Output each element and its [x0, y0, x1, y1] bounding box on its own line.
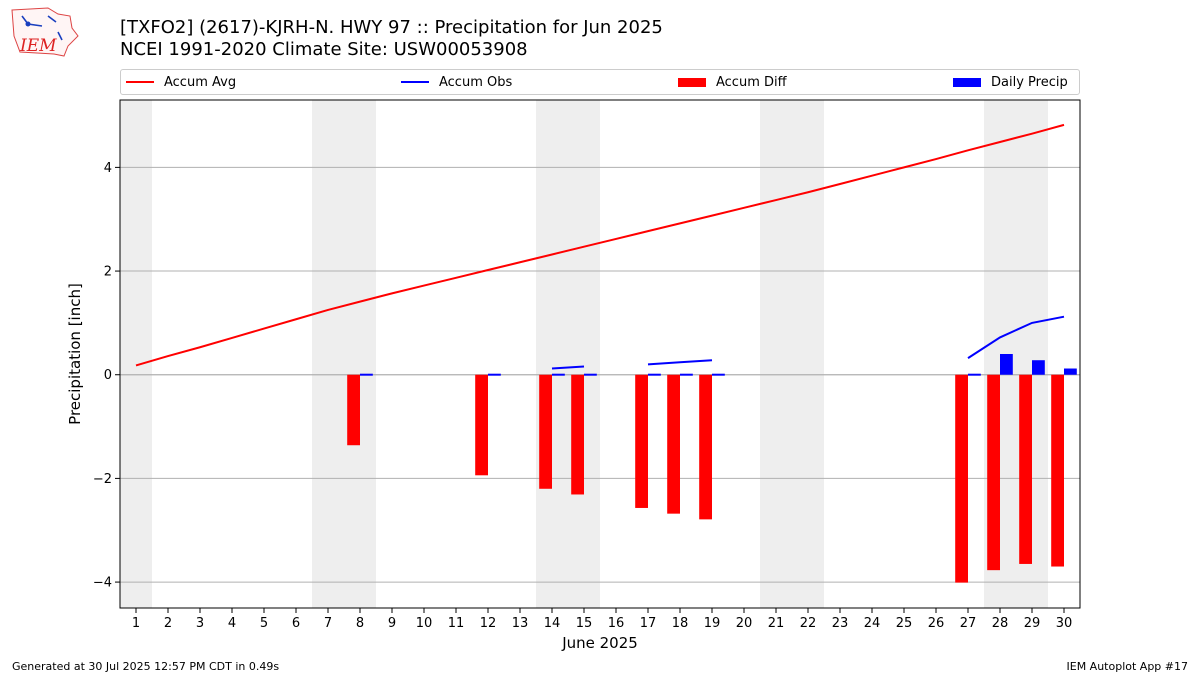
x-tick-label: 15	[576, 616, 593, 631]
x-tick-label: 2	[164, 616, 172, 631]
legend-swatch-accum-obs	[401, 81, 429, 83]
accum-diff-bar	[1019, 374, 1032, 564]
accum-diff-bar	[539, 374, 552, 489]
x-tick-label: 10	[416, 616, 433, 631]
x-tick-label: 16	[608, 616, 625, 631]
weekend-band	[760, 100, 824, 608]
x-tick-label: 24	[864, 616, 881, 631]
chart-title: [TXFO2] (2617)-KJRH-N. HWY 97 :: Precipi…	[120, 17, 663, 38]
accum-diff-bar	[635, 374, 648, 508]
weekend-band	[312, 100, 376, 608]
y-tick-label: −4	[93, 576, 112, 591]
daily-precip-bar	[360, 373, 373, 376]
x-tick-label: 4	[228, 616, 236, 631]
accum-obs-line	[551, 365, 585, 370]
y-tick-label: 0	[104, 368, 112, 383]
accum-diff-bar	[571, 374, 584, 495]
x-tick-label: 7	[324, 616, 332, 631]
chart-subtitle: NCEI 1991-2020 Climate Site: USW00053908	[120, 39, 528, 60]
app-id: IEM Autoplot App #17	[1066, 660, 1189, 673]
x-tick-label: 29	[1024, 616, 1041, 631]
x-tick-label: 5	[260, 616, 268, 631]
daily-precip-bar	[584, 373, 597, 376]
daily-precip-bar	[680, 373, 693, 376]
x-tick-label: 26	[928, 616, 945, 631]
weekend-band	[984, 100, 1048, 608]
daily-precip-bar	[552, 373, 565, 376]
y-tick-label: 4	[104, 161, 112, 176]
legend-swatch-accum-avg	[126, 81, 154, 83]
logo-text: IEM	[19, 36, 57, 56]
accum-obs-line	[647, 359, 713, 366]
x-tick-label: 25	[896, 616, 913, 631]
x-tick-label: 13	[512, 616, 529, 631]
x-tick-label: 19	[704, 616, 721, 631]
x-tick-label: 3	[196, 616, 204, 631]
x-tick-label: 11	[448, 616, 465, 631]
x-tick-label: 28	[992, 616, 1009, 631]
accum-avg-line	[135, 123, 1065, 367]
y-tick-label: −2	[93, 472, 112, 487]
weekend-band	[536, 100, 600, 608]
iem-logo: IEM	[11, 7, 79, 57]
daily-precip-bar	[1000, 354, 1013, 375]
legend-item-daily-precip: Daily Precip	[953, 70, 1068, 94]
legend-item-accum-obs: Accum Obs	[401, 70, 512, 94]
chart-legend: Accum Avg Accum Obs Accum Diff Daily Pre…	[120, 69, 1080, 95]
x-tick-label: 22	[800, 616, 817, 631]
legend-item-accum-diff: Accum Diff	[678, 70, 787, 94]
x-tick-label: 9	[388, 616, 396, 631]
x-tick-label: 30	[1056, 616, 1073, 631]
daily-precip-bar	[1032, 360, 1045, 375]
x-tick-label: 17	[640, 616, 657, 631]
y-axis-label: Precipitation [inch]	[66, 283, 84, 425]
legend-label-accum-avg: Accum Avg	[164, 74, 237, 90]
x-tick-label: 6	[292, 616, 300, 631]
x-tick-label: 18	[672, 616, 689, 631]
plot-frame	[119, 99, 1081, 609]
x-tick-label: 27	[960, 616, 977, 631]
x-tick-label: 21	[768, 616, 785, 631]
daily-precip-bar	[488, 373, 501, 376]
accum-diff-bar	[699, 374, 712, 520]
legend-label-accum-obs: Accum Obs	[439, 74, 513, 90]
accum-diff-bar	[987, 374, 1000, 571]
accum-obs-line	[967, 315, 1065, 359]
x-tick-label: 12	[480, 616, 497, 631]
x-tick-label: 8	[356, 616, 364, 631]
x-tick-label: 14	[544, 616, 561, 631]
daily-precip-bar	[712, 373, 725, 376]
accum-diff-bar	[667, 374, 680, 514]
daily-precip-bar	[968, 373, 981, 376]
weekend-band	[120, 100, 152, 608]
accum-diff-bar	[955, 374, 968, 583]
accum-diff-bar	[1051, 374, 1064, 567]
x-tick-label: 1	[132, 616, 140, 631]
x-tick-label: 23	[832, 616, 849, 631]
x-axis-label: June 2025	[562, 634, 638, 652]
x-tick-label: 20	[736, 616, 753, 631]
legend-swatch-daily-precip	[953, 77, 981, 87]
generated-timestamp: Generated at 30 Jul 2025 12:57 PM CDT in…	[12, 660, 280, 673]
daily-precip-bar	[1064, 368, 1077, 375]
legend-label-daily-precip: Daily Precip	[991, 74, 1068, 90]
accum-diff-bar	[475, 374, 488, 476]
accum-diff-bar	[347, 374, 360, 446]
legend-label-accum-diff: Accum Diff	[716, 74, 787, 90]
y-tick-label: 2	[104, 265, 112, 280]
legend-swatch-accum-diff	[678, 77, 706, 87]
daily-precip-bar	[648, 373, 661, 376]
legend-item-accum-avg: Accum Avg	[126, 70, 236, 94]
